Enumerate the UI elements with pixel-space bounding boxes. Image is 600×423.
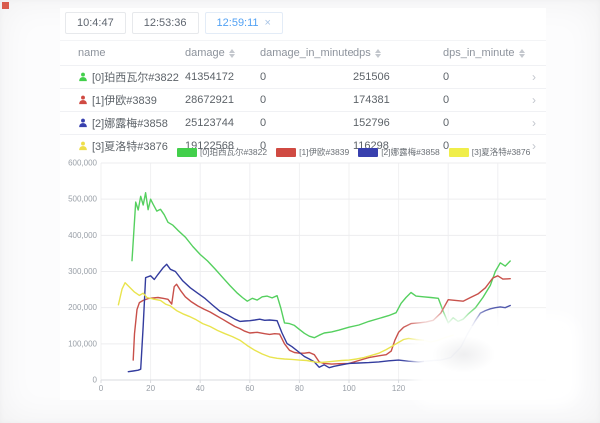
dps-value: 152796 [353, 117, 390, 129]
x-axis-tick-label: 60 [245, 384, 254, 393]
table-row[interactable]: [2]娜露梅#3858 25123744 0 152796 0 › [60, 112, 546, 135]
damage-value: 19122568 [185, 140, 234, 152]
legend-swatch [448, 147, 469, 157]
player-icon [78, 118, 88, 128]
damage_in_minute-value: 0 [260, 94, 267, 106]
expand-row-chevron[interactable]: › [532, 70, 536, 84]
caret-up-icon [228, 48, 235, 53]
dps_in_minute-value: 0 [443, 117, 450, 129]
caret-down-icon [518, 53, 525, 58]
column-header-damage[interactable]: damage [185, 47, 260, 59]
damage_in_minute-value: 0 [260, 140, 267, 152]
corner-red-mark [2, 2, 9, 9]
player-name: [0]珀西瓦尔#3822 [92, 72, 179, 84]
table-row[interactable]: [1]伊欧#3839 28672921 0 174381 0 › [60, 89, 546, 112]
y-axis-tick-label: 200,000 [68, 303, 97, 312]
tab-label: 12:53:36 [143, 17, 187, 29]
x-axis-tick-label: 100 [342, 384, 356, 393]
x-axis-tick-label: 120 [392, 384, 406, 393]
damage_in_minute-value: 0 [260, 71, 267, 83]
y-axis-tick-label: 100,000 [68, 339, 97, 348]
chart-legend: [0]珀西瓦尔#3822 [1]伊欧#3839 [2]娜露梅#3858 [3]夏洛特#… [177, 146, 530, 158]
table-header-row: name damage damage_in_minute dps dps_in_minu… [60, 40, 546, 66]
x-axis-tick-label: 40 [196, 384, 205, 393]
table-row[interactable]: [0]珀西瓦尔#3822 41354172 0 251506 0 › [60, 66, 546, 89]
player-name-cell: [3]夏洛特#3876 [78, 138, 185, 154]
caret-down-icon [374, 53, 381, 58]
legend-label: [2]娜露梅#3858 [381, 147, 440, 157]
player-name: [3]夏洛特#3876 [92, 141, 168, 153]
caret-up-icon [518, 48, 525, 53]
expand-row-chevron[interactable]: › [532, 93, 536, 107]
column-header-label: damage [185, 47, 225, 59]
y-axis-tick-label: 0 [93, 376, 98, 385]
series-line-3 [117, 281, 454, 364]
legend-item-1[interactable]: [1]伊欧#3839 [276, 146, 349, 158]
legend-item-3[interactable]: [3]夏洛特#3876 [448, 146, 531, 158]
caret-up-icon [374, 48, 381, 53]
series-line-0 [131, 192, 511, 339]
x-axis-tick-label: 80 [295, 384, 304, 393]
column-header-dps[interactable]: dps [353, 47, 443, 59]
player-name-cell: [2]娜露梅#3858 [78, 115, 185, 131]
y-axis-tick-label: 400,000 [68, 231, 97, 240]
player-icon [78, 141, 88, 151]
legend-swatch [276, 147, 297, 157]
player-icon [78, 72, 88, 82]
damage_in_minute-value: 0 [260, 117, 267, 129]
y-axis-tick-label: 600,000 [68, 159, 97, 168]
damage-table: name damage damage_in_minute dps dps_in_minu… [60, 40, 546, 157]
x-axis-tick-label: 0 [99, 384, 104, 393]
expand-row-chevron[interactable]: › [532, 116, 536, 130]
sort-icon [228, 48, 235, 58]
legend-swatch [358, 147, 379, 157]
dps-value: 251506 [353, 71, 390, 83]
player-name-cell: [0]珀西瓦尔#3822 [78, 69, 185, 85]
column-header-dps_in_minute[interactable]: dps_in_minute [443, 47, 532, 59]
damage-value: 28672921 [185, 94, 234, 106]
dps-value: 174381 [353, 94, 390, 106]
tab-encounter-2[interactable]: 12:59:11 × [204, 12, 283, 34]
dps_in_minute-value: 0 [443, 94, 450, 106]
legend-swatch [177, 147, 197, 157]
legend-item-0[interactable]: [0]珀西瓦尔#3822 [177, 146, 267, 158]
tab-label: 12:59:11 [216, 17, 259, 29]
column-header-name: name [78, 47, 185, 59]
sort-icon [518, 48, 525, 58]
legend-label: [1]伊欧#3839 [299, 147, 350, 157]
legend-item-2[interactable]: [2]娜露梅#3858 [358, 146, 440, 158]
y-axis-tick-label: 500,000 [68, 195, 97, 204]
player-name-cell: [1]伊欧#3839 [78, 92, 185, 108]
expand-row-chevron[interactable]: › [532, 139, 536, 153]
player-name: [1]伊欧#3839 [92, 95, 157, 107]
series-line-1 [132, 275, 511, 365]
damage-value: 25123744 [185, 117, 234, 129]
column-header-damage_in_minute[interactable]: damage_in_minute [260, 47, 353, 59]
watermark-overlay [424, 326, 566, 394]
column-header-label: name [78, 47, 106, 59]
y-axis-tick-label: 300,000 [68, 267, 97, 276]
tab-encounter-0[interactable]: 10:4:47 [65, 12, 126, 34]
legend-label: [0]珀西瓦尔#3822 [200, 147, 268, 157]
legend-label: [3]夏洛特#3876 [471, 147, 531, 157]
player-name: [2]娜露梅#3858 [92, 118, 168, 130]
column-header-label: dps_in_minute [443, 47, 515, 59]
tab-encounter-1[interactable]: 12:53:36 [131, 12, 199, 34]
tab-label: 10:4:47 [77, 17, 114, 29]
dps_in_minute-value: 0 [443, 140, 450, 152]
sort-icon [374, 48, 381, 58]
damage-value: 41354172 [185, 71, 234, 83]
player-icon [78, 95, 88, 105]
close-icon[interactable]: × [264, 16, 271, 29]
x-axis-tick-label: 20 [146, 384, 155, 393]
column-header-label: dps [353, 47, 371, 59]
caret-down-icon [228, 53, 235, 58]
column-header-label: damage_in_minute [260, 47, 353, 59]
encounter-tab-bar: 10:4:47 12:53:36 12:59:11 × [65, 12, 283, 34]
dps_in_minute-value: 0 [443, 71, 450, 83]
